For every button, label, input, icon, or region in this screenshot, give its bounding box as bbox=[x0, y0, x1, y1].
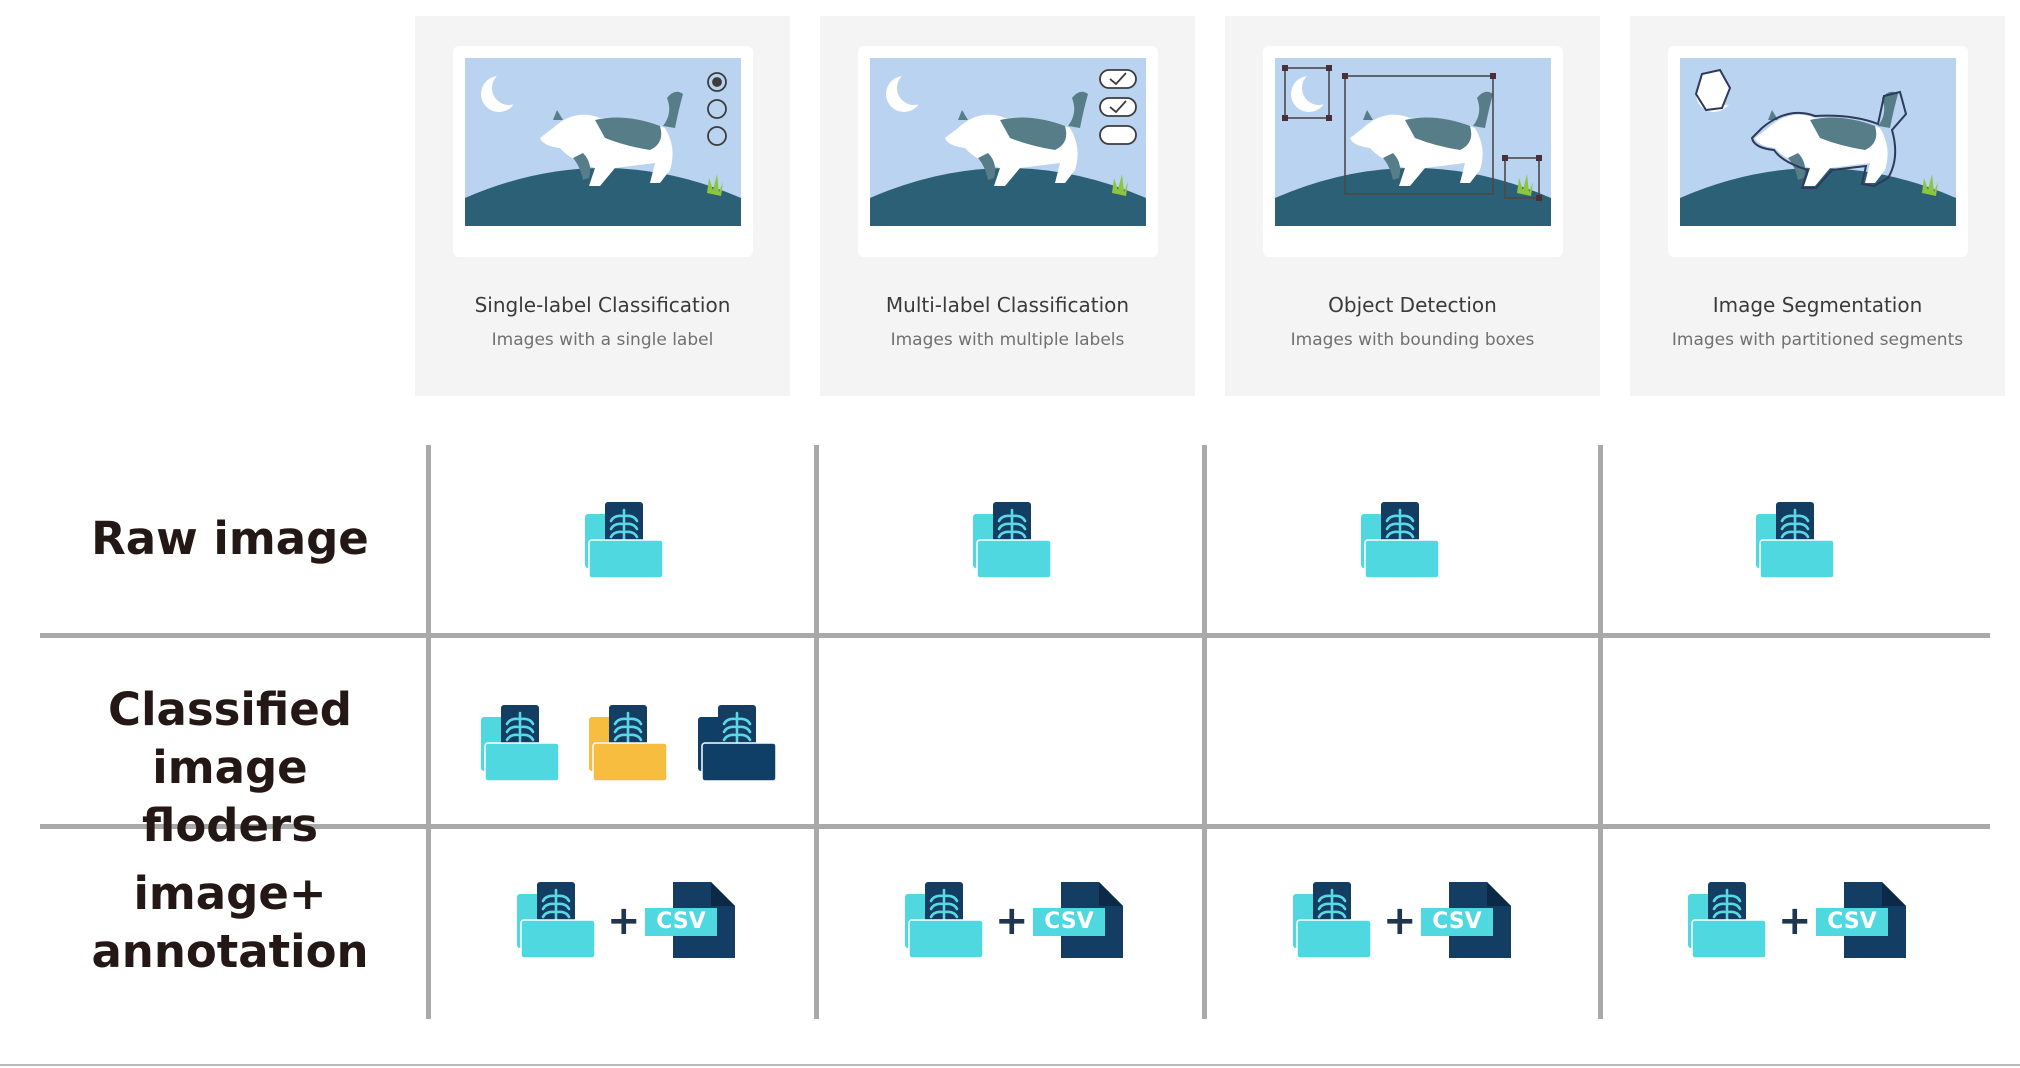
segment-outline-icon bbox=[1694, 68, 1908, 189]
xray-folder-icon bbox=[515, 882, 595, 958]
scene-frame bbox=[1668, 46, 1968, 257]
plus-sign: + bbox=[607, 898, 641, 944]
plus-sign: + bbox=[1778, 898, 1812, 944]
row-label-image-annotation: image+ annotation bbox=[40, 865, 420, 981]
row-label-line: Raw image bbox=[91, 512, 369, 565]
grid-line-vertical bbox=[1598, 445, 1603, 1019]
grid-line-horizontal bbox=[40, 633, 1990, 638]
card-subtitle: Images with multiple labels bbox=[890, 330, 1125, 350]
row-label-line: annotation bbox=[91, 925, 369, 978]
grid-line-horizontal bbox=[40, 824, 1990, 829]
xray-folder-icon bbox=[971, 502, 1051, 578]
xray-folder-yellow-icon bbox=[589, 705, 667, 781]
card-title: Object Detection bbox=[1328, 293, 1497, 317]
card-multi-label: Multi-label Classification Images with m… bbox=[820, 16, 1195, 396]
xray-folder-icon bbox=[903, 882, 983, 958]
checkbox-options-icon bbox=[1099, 69, 1137, 145]
row-label-line: Classified image bbox=[108, 683, 352, 794]
xray-folder-cyan-icon bbox=[481, 705, 559, 781]
bounding-box-icon bbox=[1284, 67, 1540, 199]
cat-scene-image bbox=[465, 58, 741, 226]
cat-scene-image bbox=[1275, 58, 1551, 226]
csv-label: CSV bbox=[1827, 909, 1877, 934]
scene-frame bbox=[1263, 46, 1563, 257]
cat-scene-image bbox=[870, 58, 1146, 226]
xray-folder-navy-icon bbox=[698, 705, 776, 781]
cat-scene-image bbox=[1680, 58, 1956, 226]
row-label-classified-folders: Classified image floders bbox=[40, 681, 420, 855]
grid-line-vertical bbox=[426, 445, 431, 1019]
row-label-raw-image: Raw image bbox=[40, 510, 420, 568]
radio-options-icon bbox=[707, 72, 727, 146]
grid-line-vertical bbox=[814, 445, 819, 1019]
csv-label: CSV bbox=[1044, 909, 1094, 934]
xray-folder-icon bbox=[1359, 502, 1439, 578]
card-subtitle: Images with a single label bbox=[491, 330, 714, 350]
grid-line-vertical bbox=[1202, 445, 1207, 1019]
csv-label: CSV bbox=[656, 909, 706, 934]
row-label-line: image+ bbox=[133, 867, 327, 920]
scene-frame bbox=[453, 46, 753, 257]
xray-folder-icon bbox=[1686, 882, 1766, 958]
card-title: Single-label Classification bbox=[474, 293, 731, 317]
plus-sign: + bbox=[995, 898, 1029, 944]
card-single-label: Single-label Classification Images with … bbox=[415, 16, 790, 396]
card-subtitle: Images with partitioned segments bbox=[1671, 330, 1964, 350]
xray-folder-icon bbox=[583, 502, 663, 578]
card-title: Image Segmentation bbox=[1712, 293, 1923, 317]
page-bottom-border bbox=[0, 1064, 2020, 1066]
plus-sign: + bbox=[1383, 898, 1417, 944]
card-subtitle: Images with bounding boxes bbox=[1290, 330, 1535, 350]
xray-folder-icon bbox=[1291, 882, 1371, 958]
card-image-segmentation: Image Segmentation Images with partition… bbox=[1630, 16, 2005, 396]
xray-folder-icon bbox=[1754, 502, 1834, 578]
csv-label: CSV bbox=[1432, 909, 1482, 934]
row-label-line: floders bbox=[142, 799, 318, 852]
scene-frame bbox=[858, 46, 1158, 257]
card-object-detection: Object Detection Images with bounding bo… bbox=[1225, 16, 1600, 396]
card-title: Multi-label Classification bbox=[885, 293, 1130, 317]
